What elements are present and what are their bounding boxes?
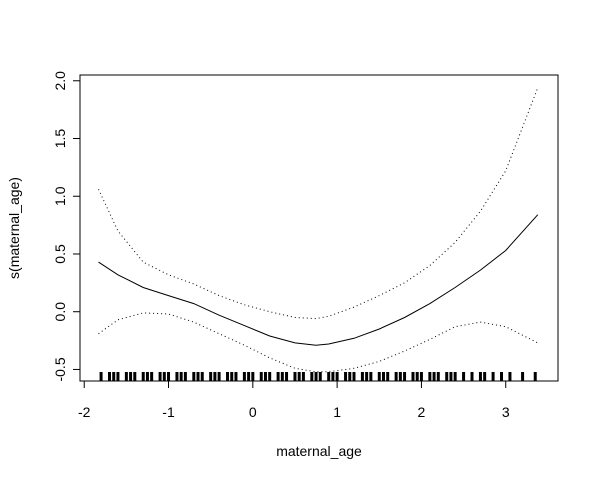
y-tick-label: 1.5 xyxy=(52,129,68,149)
rug-marks xyxy=(99,372,537,381)
y-tick-label: -0.5 xyxy=(52,357,68,381)
y-axis: -0.5 0.0 0.5 1.0 1.5 2.0 xyxy=(52,71,81,382)
plot-area xyxy=(98,87,539,373)
upper-confidence-band xyxy=(98,87,539,320)
smooth-estimate-line xyxy=(98,214,539,346)
x-tick-label: 0 xyxy=(249,404,257,420)
x-tick-label: 1 xyxy=(333,404,341,420)
lower-confidence-band xyxy=(98,312,539,373)
x-tick-label: 2 xyxy=(418,404,426,420)
plot-frame xyxy=(79,74,559,382)
y-tick-label: 0.5 xyxy=(52,244,68,264)
x-axis-label: maternal_age xyxy=(276,443,362,459)
x-tick-label: -2 xyxy=(78,404,91,420)
y-axis-label: s(maternal_age) xyxy=(6,177,22,279)
x-tick-label: 3 xyxy=(502,404,510,420)
y-tick-label: 1.0 xyxy=(52,186,68,206)
x-tick-label: -1 xyxy=(162,404,175,420)
y-tick-label: 0.0 xyxy=(52,302,68,322)
x-axis: -2 -1 0 1 2 3 xyxy=(78,380,510,420)
y-tick-label: 2.0 xyxy=(52,71,68,91)
